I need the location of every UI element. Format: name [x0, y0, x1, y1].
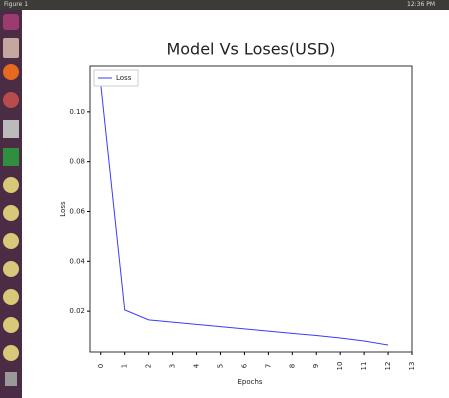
firefox-icon[interactable] [3, 64, 19, 80]
app-icon[interactable] [3, 289, 19, 305]
chart: Model Vs Loses(USD) Epochs Loss 0.02 0.04… [0, 0, 449, 398]
app-icon[interactable] [3, 205, 19, 221]
x-axis-label: Epochs [237, 378, 262, 386]
window-title: Figure 1 [4, 0, 28, 10]
x-tick-label: 2 [145, 364, 153, 368]
editor-icon[interactable] [3, 120, 19, 138]
plot-frame [90, 66, 412, 352]
app-icon[interactable] [3, 345, 19, 361]
y-tick-label: 0.10 [69, 108, 85, 116]
top-panel: Figure 1 12:36 PM [0, 0, 449, 10]
x-tick-label: 5 [216, 364, 224, 368]
x-tick-label: 9 [312, 364, 320, 368]
x-tick-label: 1 [121, 364, 129, 368]
x-tick-label: 8 [288, 364, 296, 368]
x-tick-label: 0 [97, 364, 105, 368]
app-icon[interactable] [3, 148, 19, 166]
settings-icon[interactable] [3, 92, 19, 108]
app-icon[interactable] [3, 177, 19, 193]
app-icon[interactable] [3, 261, 19, 277]
desktop: Figure 1 12:36 PM Model Vs Loses(USD) Ep… [0, 0, 449, 398]
y-tick-label: 0.02 [69, 307, 85, 315]
x-tick-label: 12 [384, 362, 392, 371]
x-tick-label: 10 [336, 362, 344, 371]
y-tick-label: 0.04 [69, 257, 85, 265]
y-axis-label: Loss [59, 201, 67, 217]
app-icon[interactable] [3, 317, 19, 333]
legend-box [94, 70, 138, 86]
trash-icon[interactable] [5, 372, 17, 386]
page: {"window": {"title": "Figure 1", "clock"… [0, 0, 449, 398]
legend-label: Loss [116, 74, 132, 82]
x-tick-label: 11 [360, 362, 368, 371]
y-tick-label: 0.06 [69, 207, 85, 215]
launcher-icons [0, 10, 22, 398]
x-tick-label: 4 [193, 363, 201, 368]
files-icon[interactable] [3, 38, 19, 58]
chart-title: Model Vs Loses(USD) [166, 40, 335, 59]
x-tick-label: 3 [169, 364, 177, 368]
dash-icon[interactable] [3, 14, 19, 30]
x-tick-label: 7 [264, 364, 272, 368]
x-tick-label: 13 [408, 362, 416, 371]
launcher [0, 10, 22, 398]
loss-line [101, 84, 388, 345]
clock[interactable]: 12:36 PM [407, 0, 435, 10]
y-tick-label: 0.08 [69, 158, 85, 166]
app-icon[interactable] [3, 233, 19, 249]
x-tick-label: 6 [240, 363, 248, 368]
